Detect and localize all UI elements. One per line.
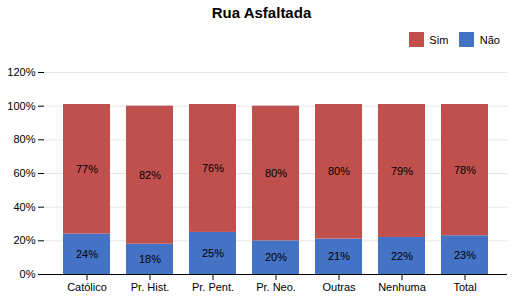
svg-text:Pr. Neo.: Pr. Neo. xyxy=(256,281,296,293)
svg-text:Pr. Hist.: Pr. Hist. xyxy=(131,281,170,293)
svg-text:Pr. Pent.: Pr. Pent. xyxy=(192,281,234,293)
svg-text:Outras: Outras xyxy=(322,281,356,293)
svg-text:100%: 100% xyxy=(7,99,35,111)
svg-text:Total: Total xyxy=(453,281,476,293)
svg-text:20%: 20% xyxy=(265,251,287,263)
svg-text:80%: 80% xyxy=(13,133,35,145)
svg-text:Católico: Católico xyxy=(67,281,107,293)
svg-text:18%: 18% xyxy=(139,252,161,264)
svg-text:79%: 79% xyxy=(391,164,413,176)
svg-text:80%: 80% xyxy=(328,165,350,177)
html-text:Rua Asfaltada: Rua Asfaltada xyxy=(211,4,312,21)
svg-text:22%: 22% xyxy=(391,249,413,261)
svg-text:Nenhuma: Nenhuma xyxy=(378,281,427,293)
svg-text:40%: 40% xyxy=(13,200,35,212)
svg-text:20%: 20% xyxy=(13,234,35,246)
svg-text:77%: 77% xyxy=(76,162,98,174)
svg-text:25%: 25% xyxy=(202,246,224,258)
svg-text:78%: 78% xyxy=(454,163,476,175)
html-text:Sim: Sim xyxy=(429,33,449,46)
svg-text:0%: 0% xyxy=(20,268,36,280)
svg-text:120%: 120% xyxy=(7,66,35,78)
html-text:Não: Não xyxy=(479,33,500,46)
svg-text:80%: 80% xyxy=(265,167,287,179)
svg-text:60%: 60% xyxy=(13,167,35,179)
svg-text:21%: 21% xyxy=(328,250,350,262)
svg-text:24%: 24% xyxy=(76,247,98,259)
svg-text:76%: 76% xyxy=(202,161,224,173)
svg-text:23%: 23% xyxy=(454,248,476,260)
svg-text:82%: 82% xyxy=(139,168,161,180)
